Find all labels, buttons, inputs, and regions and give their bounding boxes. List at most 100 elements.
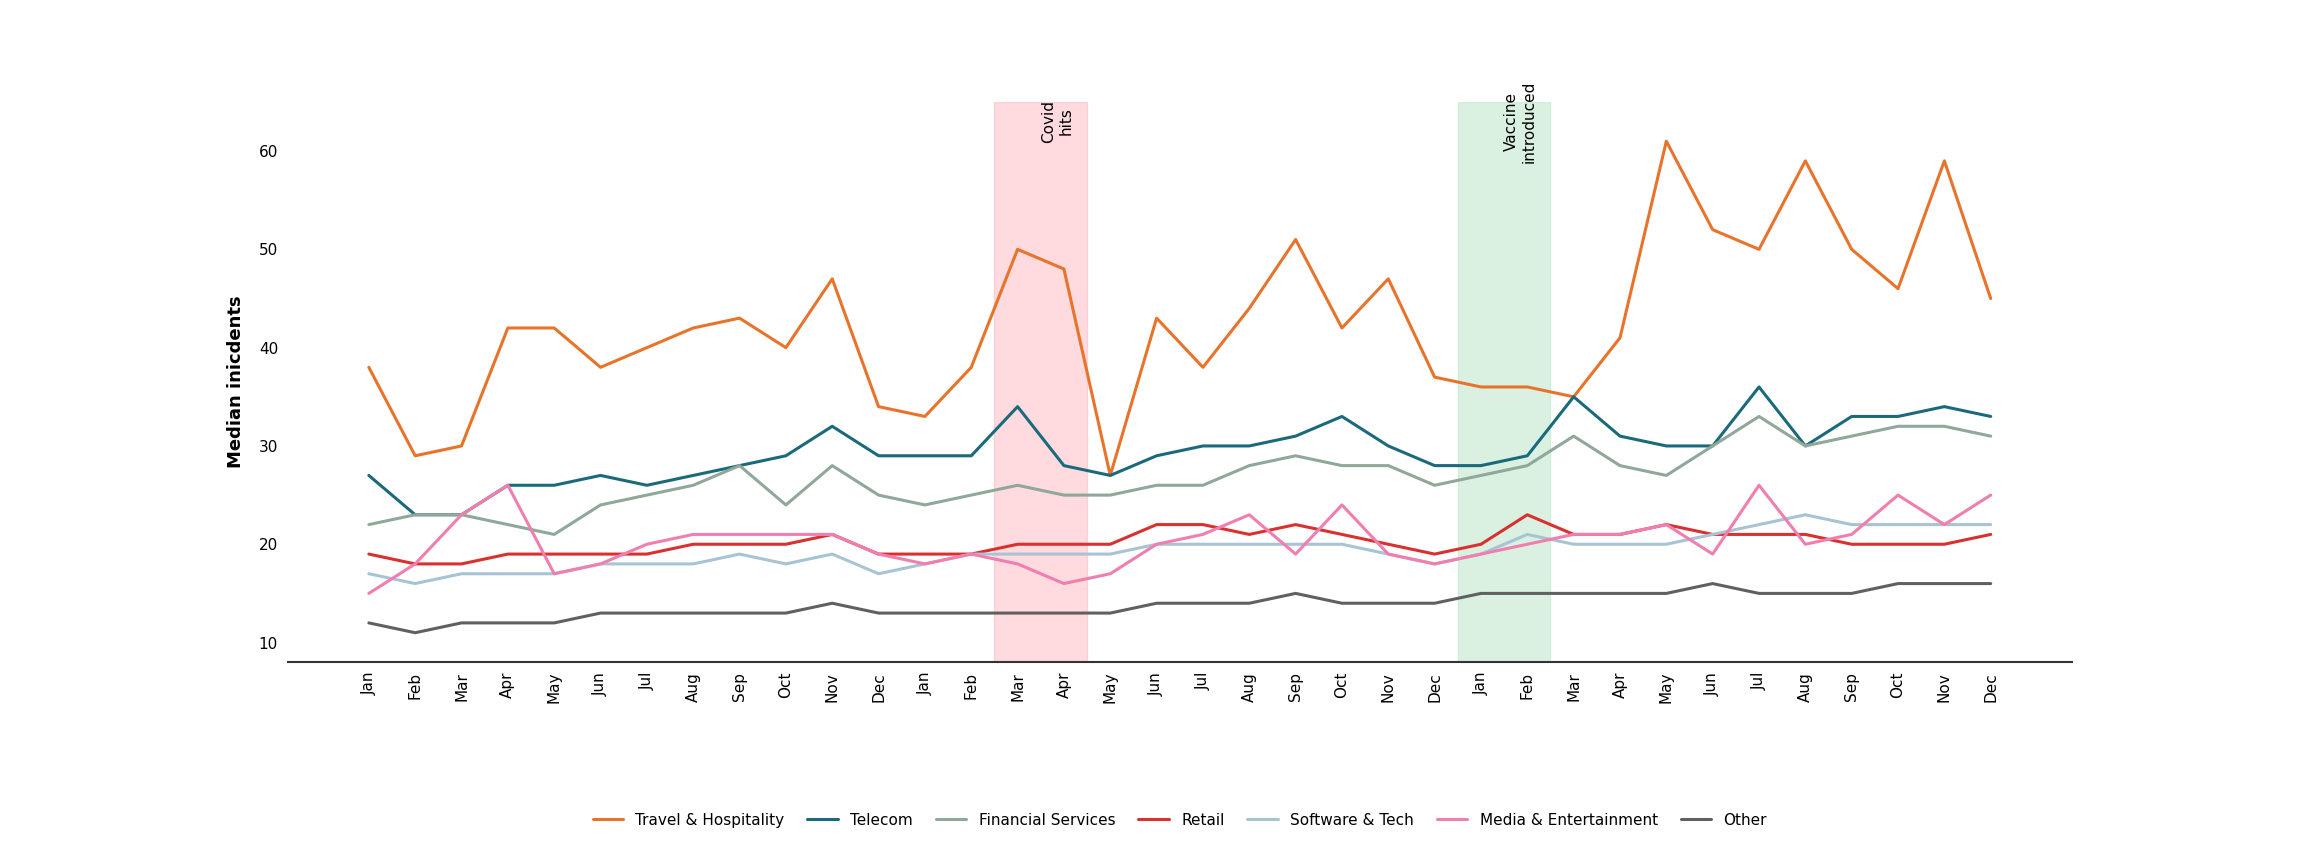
Media & Entertainment <box>1977 490 2005 500</box>
Travel & Hospitality <box>725 313 753 323</box>
Software & Tech <box>1607 539 1634 549</box>
Software & Tech <box>1004 549 1031 559</box>
Software & Tech <box>912 559 939 569</box>
Financial Services <box>866 490 893 500</box>
Financial Services <box>958 490 985 500</box>
Line: Financial Services: Financial Services <box>368 417 1991 534</box>
Other <box>1282 588 1310 599</box>
Other <box>1745 588 1773 599</box>
Other <box>1977 578 2005 588</box>
Telecom <box>771 451 799 461</box>
Telecom <box>820 421 847 431</box>
Financial Services <box>495 520 523 530</box>
Software & Tech <box>679 559 707 569</box>
Telecom <box>587 470 615 481</box>
Financial Services <box>1004 481 1031 491</box>
Telecom <box>1791 441 1819 451</box>
Travel & Hospitality <box>1328 323 1356 333</box>
Financial Services <box>541 529 569 539</box>
Financial Services <box>1096 490 1123 500</box>
Software & Tech <box>820 549 847 559</box>
Travel & Hospitality <box>679 323 707 333</box>
Other <box>1004 608 1031 618</box>
Telecom <box>1977 412 2005 422</box>
Other <box>633 608 661 618</box>
Financial Services <box>447 509 474 520</box>
Retail <box>1236 529 1264 539</box>
Other <box>912 608 939 618</box>
Media & Entertainment <box>1374 549 1402 559</box>
Other <box>587 608 615 618</box>
Retail <box>1190 520 1218 530</box>
Travel & Hospitality <box>447 441 474 451</box>
Media & Entertainment <box>1096 569 1123 579</box>
Software & Tech <box>355 569 382 579</box>
Telecom <box>1374 441 1402 451</box>
Travel & Hospitality <box>1699 225 1726 235</box>
Other <box>1885 578 1913 588</box>
Retail <box>1653 520 1680 530</box>
Media & Entertainment <box>495 481 523 491</box>
Media & Entertainment <box>1420 559 1448 569</box>
Financial Services <box>1561 431 1588 441</box>
Travel & Hospitality <box>1050 264 1077 274</box>
Retail <box>1050 539 1077 549</box>
Retail <box>401 559 428 569</box>
Software & Tech <box>447 569 474 579</box>
Software & Tech <box>1885 520 1913 530</box>
Travel & Hospitality <box>1420 372 1448 382</box>
Other <box>820 599 847 609</box>
Travel & Hospitality <box>1512 382 1540 392</box>
Retail <box>1837 539 1865 549</box>
Financial Services <box>1977 431 2005 441</box>
Financial Services <box>587 500 615 510</box>
Other <box>1607 588 1634 599</box>
Other <box>1050 608 1077 618</box>
Telecom <box>541 481 569 491</box>
Telecom <box>725 460 753 470</box>
Software & Tech <box>1977 520 2005 530</box>
Software & Tech <box>1653 539 1680 549</box>
Telecom <box>1512 451 1540 461</box>
Retail <box>1142 520 1169 530</box>
Software & Tech <box>1096 549 1123 559</box>
Other <box>1653 588 1680 599</box>
Financial Services <box>1050 490 1077 500</box>
Retail <box>1466 539 1494 549</box>
Line: Other: Other <box>368 583 1991 633</box>
Travel & Hospitality <box>1745 245 1773 255</box>
Retail <box>771 539 799 549</box>
Telecom <box>912 451 939 461</box>
Financial Services <box>1653 470 1680 481</box>
Financial Services <box>1607 460 1634 470</box>
Software & Tech <box>1190 539 1218 549</box>
Software & Tech <box>1931 520 1959 530</box>
Media & Entertainment <box>866 549 893 559</box>
Bar <box>994 102 1087 662</box>
Retail <box>1328 529 1356 539</box>
Telecom <box>1142 451 1169 461</box>
Retail <box>1791 529 1819 539</box>
Other <box>725 608 753 618</box>
Telecom <box>1466 460 1494 470</box>
Financial Services <box>1837 431 1865 441</box>
Retail <box>1004 539 1031 549</box>
Bar <box>1457 102 1552 662</box>
Telecom <box>958 451 985 461</box>
Software & Tech <box>725 549 753 559</box>
Financial Services <box>1420 481 1448 491</box>
Retail <box>820 529 847 539</box>
Retail <box>587 549 615 559</box>
Telecom <box>1328 412 1356 422</box>
Financial Services <box>1512 460 1540 470</box>
Retail <box>912 549 939 559</box>
Financial Services <box>633 490 661 500</box>
Other <box>1096 608 1123 618</box>
Financial Services <box>912 500 939 510</box>
Software & Tech <box>1699 529 1726 539</box>
Other <box>866 608 893 618</box>
Other <box>355 618 382 628</box>
Retail <box>1282 520 1310 530</box>
Media & Entertainment <box>587 559 615 569</box>
Financial Services <box>1374 460 1402 470</box>
